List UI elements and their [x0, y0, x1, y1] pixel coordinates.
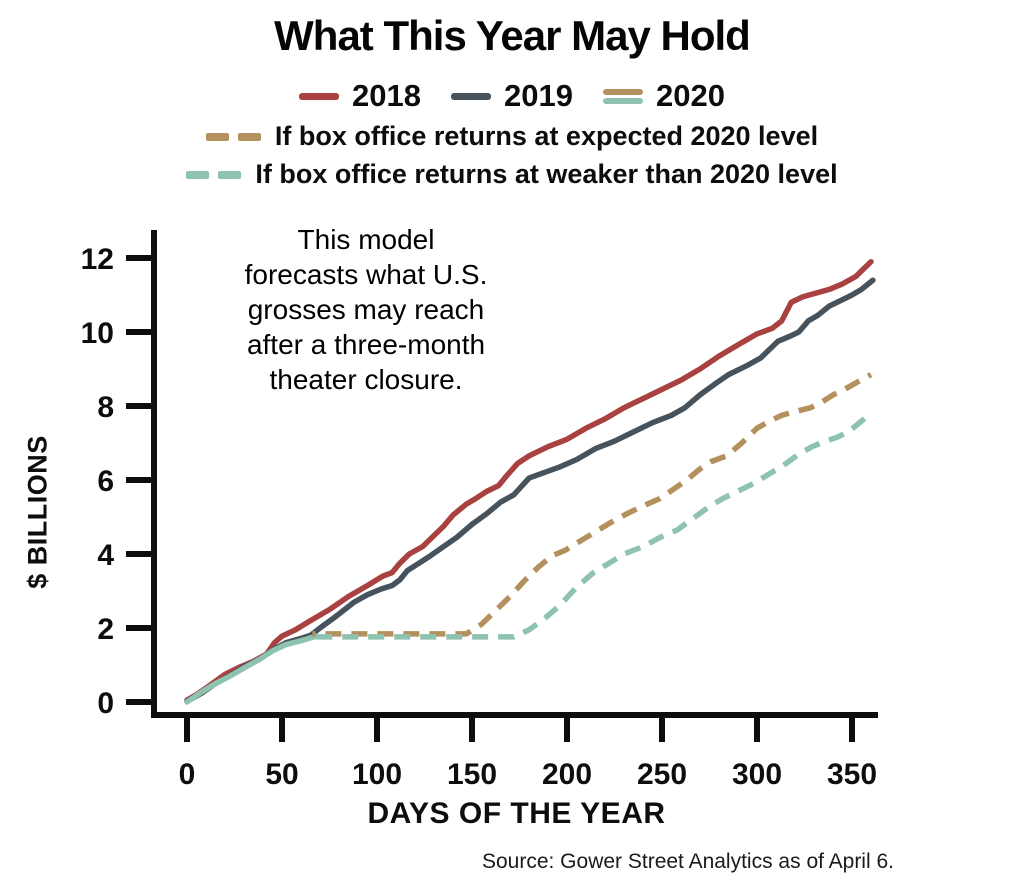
annotation-line: after a three-month [246, 329, 486, 360]
y-tick [126, 625, 151, 631]
legend-expected-row: If box office returns at expected 2020 l… [205, 121, 819, 152]
legend-solid-row: 2018 2019 2020 [299, 78, 725, 114]
x-tick [184, 714, 190, 742]
legend-swatch-2020-expected-bar [602, 88, 643, 95]
x-tick [564, 714, 570, 742]
legend-swatch-expected-dashed [205, 132, 261, 141]
y-tick [126, 699, 151, 705]
y-tick-label: 10 [81, 317, 114, 350]
x-tick-label: 100 [352, 758, 402, 791]
series-line-if-box-office-returns-at-weaker-than-2020-level [316, 411, 873, 640]
source-credit: Source: Gower Street Analytics as of Apr… [481, 850, 894, 873]
legend-swatch-2020 [602, 88, 643, 104]
x-tick-label: 300 [732, 758, 782, 791]
legend-weaker-row: If box office returns at weaker than 202… [186, 159, 838, 190]
x-axis-title: DAYS OF THE YEAR [367, 797, 666, 830]
y-tick [126, 551, 151, 557]
legend-label-expected: If box office returns at expected 2020 l… [274, 121, 819, 151]
legend-item-2020: 2020 [602, 78, 725, 114]
annotation-line: grosses may reach [247, 294, 485, 325]
y-axis-title: $ BILLIONS [22, 435, 53, 589]
y-tick-label: 4 [97, 539, 114, 572]
legend-label-2019: 2019 [504, 78, 573, 113]
y-tick [126, 403, 151, 409]
legend-label-2020: 2020 [655, 78, 725, 113]
annotation-line: theater closure. [269, 364, 463, 395]
dash-icon [237, 132, 261, 141]
legend-label-2018: 2018 [352, 78, 422, 113]
dash-icon [186, 170, 210, 179]
y-tick [126, 477, 151, 483]
y-tick-label: 12 [81, 243, 114, 276]
x-tick [754, 714, 760, 742]
series-line-2018 [184, 258, 874, 703]
series-line-2020 [184, 633, 319, 705]
annotation-line: This model [297, 224, 435, 255]
x-tick [374, 714, 380, 742]
page-title: What This Year May Hold [274, 12, 751, 59]
legend-swatch-weaker-dashed [186, 170, 242, 179]
x-tick-label: 150 [447, 758, 497, 791]
x-tick-label: 50 [265, 758, 298, 791]
series-line-if-box-office-returns-at-expected-2020-level [312, 372, 873, 637]
y-tick [126, 329, 151, 335]
x-tick [469, 714, 475, 742]
annotation-line: forecasts what U.S. [244, 259, 488, 290]
y-tick [126, 255, 151, 261]
legend-label-weaker: If box office returns at weaker than 202… [255, 159, 838, 189]
x-tick-label: 200 [542, 758, 592, 791]
x-tick-label: 0 [179, 758, 196, 791]
x-tick [849, 714, 855, 742]
dash-icon [218, 170, 242, 179]
legend-item-2019: 2019 [451, 78, 573, 114]
y-tick-label: 2 [97, 613, 114, 646]
y-tick-label: 0 [97, 687, 114, 720]
y-tick-label: 8 [97, 391, 114, 424]
x-axis-line [151, 712, 878, 718]
legend-swatch-2018 [299, 92, 340, 100]
legend-item-2018: 2018 [299, 78, 421, 114]
legend: 2018 2019 2020 If box office returns at … [0, 78, 1024, 190]
legend-swatch-2019 [451, 92, 492, 100]
x-tick-label: 250 [637, 758, 687, 791]
x-tick-label: 350 [827, 758, 877, 791]
x-tick [279, 714, 285, 742]
legend-swatch-2020-weaker-bar [602, 97, 643, 104]
y-axis-line [151, 230, 157, 718]
y-tick-label: 6 [97, 465, 114, 498]
dash-icon [205, 132, 229, 141]
chart-annotation: This model forecasts what U.S. grosses m… [200, 222, 532, 397]
x-tick [659, 714, 665, 742]
